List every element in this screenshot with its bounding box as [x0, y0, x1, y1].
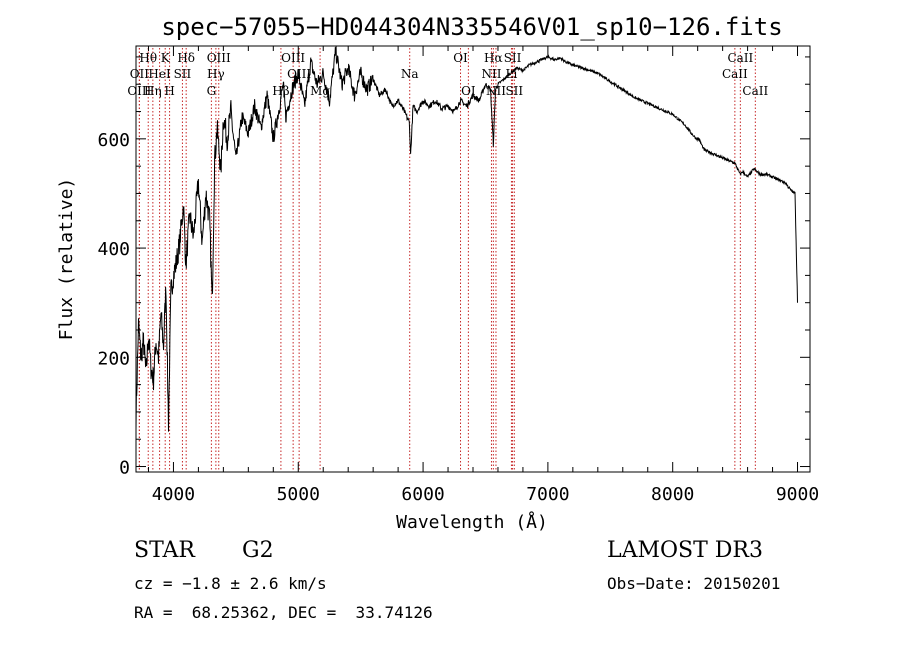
x-tick-label: 5000 — [277, 484, 320, 505]
spectral-line-label: OI — [453, 51, 468, 65]
spectral-line-label: CaII — [722, 67, 748, 81]
x-tick-label: 8000 — [651, 484, 694, 505]
spectral-line-label: CaII — [742, 84, 768, 98]
x-tick-label: 4000 — [152, 484, 195, 505]
spectral-line-label: G — [207, 84, 217, 98]
spectral-line-label: Hη — [144, 84, 162, 98]
spectral-line-label: OIII — [127, 84, 151, 98]
object-class: STAR — [134, 538, 195, 563]
spectral-line-label: SII — [504, 51, 522, 65]
spectral-line-label: H — [164, 84, 174, 98]
obs-date: Obs−Date: 20150201 — [607, 574, 781, 593]
spectral-line-label: Hγ — [207, 67, 225, 81]
x-axis-label: Wavelength (Å) — [396, 511, 548, 533]
spectral-line-label: OIII — [281, 51, 305, 65]
spectral-line-label: SII — [505, 84, 523, 98]
spectral-line-label: Na — [401, 67, 419, 81]
y-axis: 0 200 400 600 — [97, 56, 810, 479]
y-tick-label: 0 — [119, 458, 130, 479]
y-tick-label: 600 — [97, 130, 130, 151]
coordinates-readout: RA = 68.25362, DEC = 33.74126 — [134, 603, 433, 622]
spectral-line-label: OII — [130, 67, 150, 81]
spectral-line-label: Hα — [484, 51, 503, 65]
spectral-line-label: Li — [506, 67, 518, 81]
x-tick-label: 7000 — [526, 484, 569, 505]
line-markers — [138, 48, 756, 472]
plot-frame — [135, 45, 811, 473]
survey-name: LAMOST DR3 — [607, 538, 763, 563]
object-subclass: G2 — [242, 538, 274, 563]
x-tick-label: 9000 — [776, 484, 819, 505]
x-tick-label: 6000 — [401, 484, 444, 505]
spectral-line-label: Hδ — [177, 51, 195, 65]
y-axis-label: Flux (relative) — [56, 178, 77, 341]
x-axis: 4000 5000 6000 7000 8000 9000 — [147, 46, 819, 505]
spectral-line-label: CaII — [727, 51, 753, 65]
chart-title: spec−57055−HD044304N335546V01_sp10−126.f… — [161, 13, 782, 41]
spectral-line-label: OIII — [207, 51, 231, 65]
spectral-line-label: HeI — [148, 67, 171, 81]
y-tick-label: 400 — [97, 239, 130, 260]
spectral-line-label: SII — [174, 67, 192, 81]
spectral-line-label: K — [161, 51, 171, 65]
spectral-line-label: Hθ — [139, 51, 157, 65]
spectrum-line — [135, 45, 798, 432]
redshift-readout: cz = −1.8 ± 2.6 km/s — [134, 574, 327, 593]
spectral-line-label: NII — [481, 67, 501, 81]
y-tick-label: 200 — [97, 348, 130, 369]
